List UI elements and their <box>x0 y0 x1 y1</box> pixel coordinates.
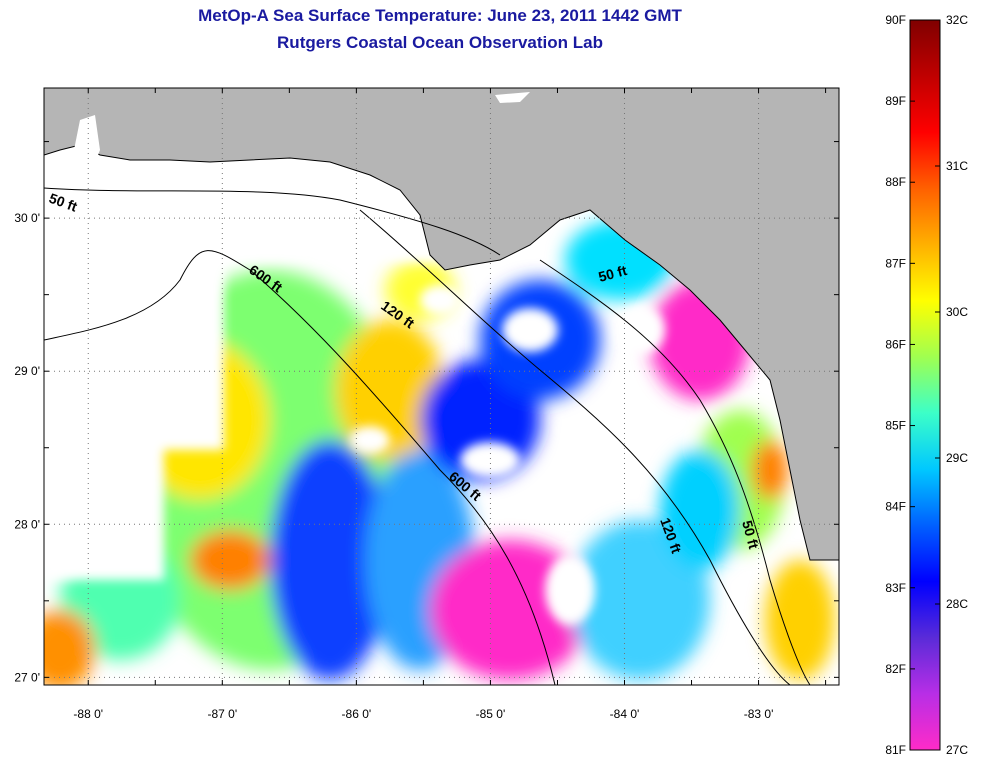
colorbar-celsius-label: 30C <box>946 305 968 319</box>
bathymetry-contour-600ft <box>44 250 556 685</box>
sst-field <box>44 220 835 685</box>
lon-tick-label: -85 0' <box>476 707 506 721</box>
colorbar-fahrenheit-label: 85F <box>885 419 906 433</box>
lat-tick-label: 27 0' <box>14 670 40 684</box>
colorbar-gradient <box>909 19 941 751</box>
land-mass <box>44 88 839 560</box>
colorbar-fahrenheit-label: 82F <box>885 662 906 676</box>
axis-ticks: -88 0' -87 0' -86 0' -85 0' -84 0' -83 0' 27 0… <box>14 88 839 721</box>
lon-tick-label: -88 0' <box>73 707 103 721</box>
colorbar-celsius-label: 31C <box>946 159 968 173</box>
bathymetry-contour-50ft-east <box>539 259 811 685</box>
lat-tick-label: 30 0' <box>14 211 40 225</box>
map-subtitle: Rutgers Coastal Ocean Observation Lab <box>277 33 603 52</box>
map-title: MetOp-A Sea Surface Temperature: June 23… <box>198 6 682 25</box>
contour-label: 50 ft <box>597 262 629 285</box>
colorbar-celsius-label: 32C <box>946 13 968 27</box>
no-data-patches <box>44 190 665 625</box>
colorbar-fahrenheit-label: 88F <box>885 175 906 189</box>
lat-tick-label: 28 0' <box>14 517 40 531</box>
colorbar-fahrenheit-label: 83F <box>885 581 906 595</box>
bathymetry-contour-50ft-west <box>44 187 501 256</box>
lon-tick-label: -83 0' <box>744 707 774 721</box>
colorbar-fahrenheit-label: 89F <box>885 94 906 108</box>
colorbar-fahrenheit-label: 81F <box>885 743 906 757</box>
coastline <box>44 144 839 561</box>
sst-map: 50 ft 600 ft 120 ft 50 ft 600 ft 120 ft … <box>14 87 840 721</box>
colorbar-fahrenheit-label: 90F <box>885 13 906 27</box>
bay-feature <box>70 115 100 175</box>
colorbar-celsius-label: 28C <box>946 597 968 611</box>
colorbar-celsius-label: 29C <box>946 451 968 465</box>
colorbar-celsius-label: 27C <box>946 743 968 757</box>
colorbar: 90F 89F 88F 87F 86F 85F 84F 83F 82F 81F 32C 31C 30C 2… <box>885 13 968 757</box>
lat-tick-label: 29 0' <box>14 364 40 378</box>
map-frame <box>43 87 840 686</box>
colorbar-fahrenheit-label: 87F <box>885 256 906 270</box>
lon-tick-label: -87 0' <box>207 707 237 721</box>
colorbar-fahrenheit-label: 86F <box>885 337 906 351</box>
contour-label: 50 ft <box>739 519 762 551</box>
bathymetry-contour-120ft <box>359 209 791 685</box>
lake-feature <box>495 92 530 103</box>
lon-tick-label: -86 0' <box>342 707 372 721</box>
lon-tick-label: -84 0' <box>610 707 640 721</box>
colorbar-fahrenheit-label: 84F <box>885 500 906 514</box>
